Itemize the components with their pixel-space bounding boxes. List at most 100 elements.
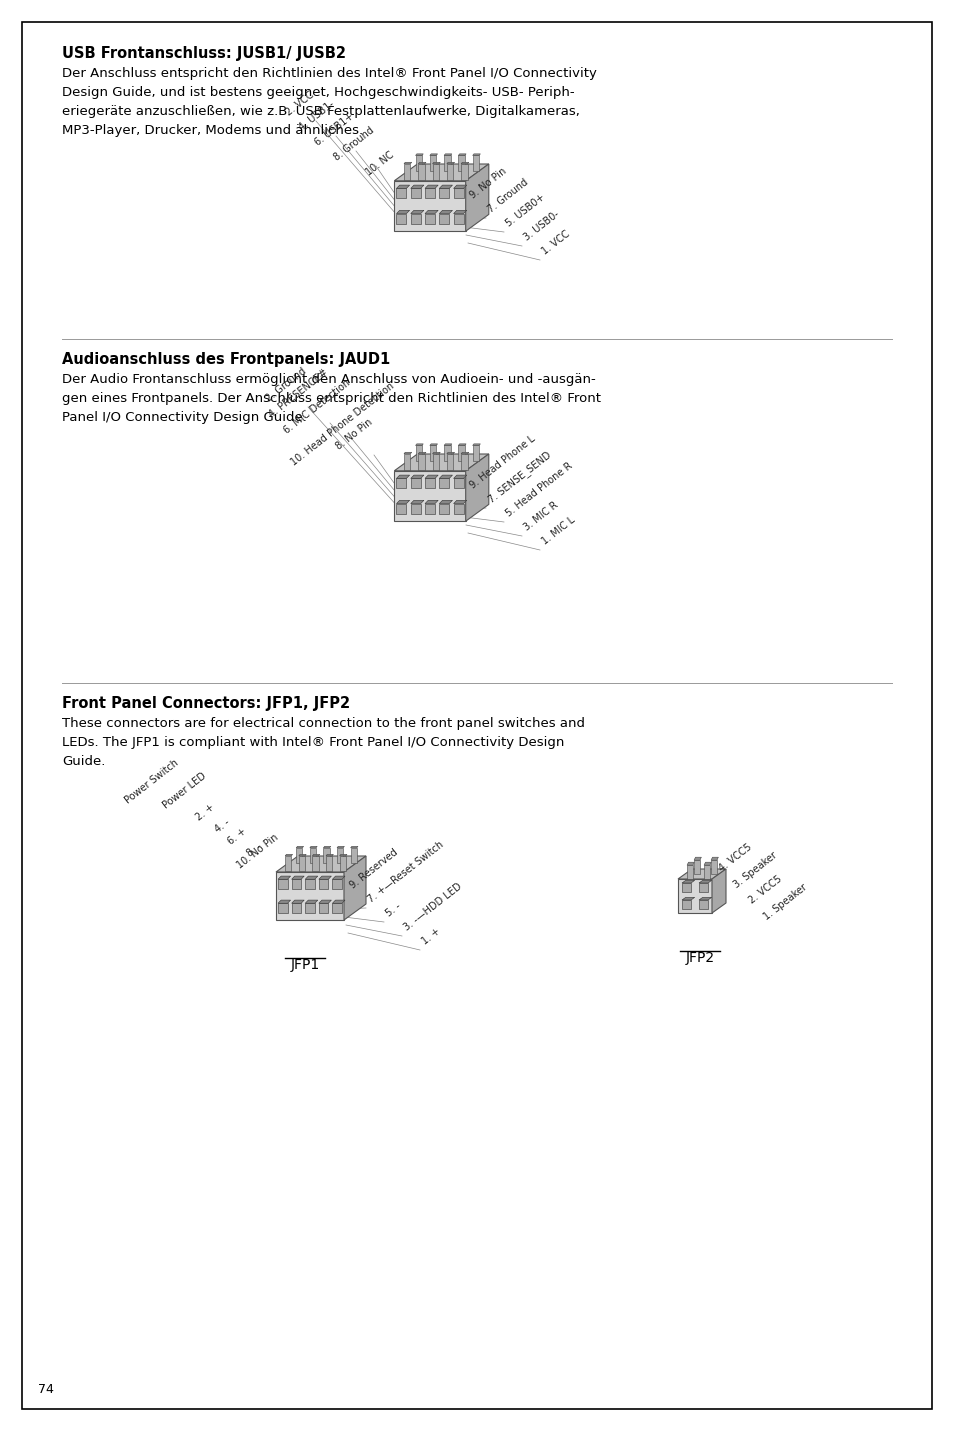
Polygon shape <box>305 876 317 879</box>
Polygon shape <box>394 471 465 521</box>
Polygon shape <box>310 847 315 863</box>
Polygon shape <box>310 846 316 847</box>
Polygon shape <box>332 876 345 879</box>
Text: These connectors are for electrical connection to the front panel switches and: These connectors are for electrical conn… <box>62 717 584 730</box>
Text: Panel I/O Connectivity Design Guide.: Panel I/O Connectivity Design Guide. <box>62 411 307 424</box>
Polygon shape <box>425 504 435 514</box>
Text: 8. Ground: 8. Ground <box>332 126 375 163</box>
Text: eriegeräte anzuschließen, wie z.B. USB Festplattenlaufwerke, Digitalkameras,: eriegeräte anzuschließen, wie z.B. USB F… <box>62 104 579 117</box>
Polygon shape <box>453 475 466 478</box>
Polygon shape <box>457 444 466 445</box>
Polygon shape <box>460 454 467 469</box>
Polygon shape <box>443 444 452 445</box>
Text: Power Switch: Power Switch <box>123 758 180 806</box>
Polygon shape <box>411 185 423 189</box>
Polygon shape <box>416 155 423 156</box>
Polygon shape <box>711 869 725 913</box>
Text: 1. +: 1. + <box>419 927 441 947</box>
Text: 7. Ground: 7. Ground <box>485 177 530 215</box>
Polygon shape <box>344 856 366 920</box>
Text: gen eines Frontpanels. Der Anschluss entspricht den Richtlinien des Intel® Front: gen eines Frontpanels. Der Anschluss ent… <box>62 392 600 405</box>
Polygon shape <box>460 452 468 454</box>
Polygon shape <box>453 189 463 199</box>
Polygon shape <box>396 189 406 199</box>
Text: 8. -: 8. - <box>245 841 264 859</box>
Text: 6. +: 6. + <box>226 827 248 847</box>
Polygon shape <box>332 903 341 913</box>
Polygon shape <box>417 162 426 163</box>
Polygon shape <box>694 860 700 874</box>
Text: 3. Speaker: 3. Speaker <box>731 850 779 890</box>
Text: 2. +: 2. + <box>193 803 215 823</box>
Polygon shape <box>681 900 690 909</box>
Polygon shape <box>396 501 409 504</box>
Polygon shape <box>295 846 303 847</box>
Polygon shape <box>312 854 319 856</box>
Text: 4. -: 4. - <box>213 817 232 836</box>
Polygon shape <box>686 866 692 879</box>
Polygon shape <box>326 854 333 856</box>
Polygon shape <box>277 876 291 879</box>
Polygon shape <box>438 189 449 199</box>
Polygon shape <box>460 162 468 163</box>
Polygon shape <box>416 156 421 172</box>
Polygon shape <box>277 900 291 903</box>
Polygon shape <box>681 883 690 892</box>
Polygon shape <box>465 454 488 521</box>
Polygon shape <box>443 156 450 172</box>
Polygon shape <box>425 189 435 199</box>
Polygon shape <box>699 897 711 900</box>
Text: 5. USB0+: 5. USB0+ <box>503 193 546 229</box>
Text: 2. Ground: 2. Ground <box>264 366 308 404</box>
Polygon shape <box>396 185 409 189</box>
Polygon shape <box>305 879 314 889</box>
Polygon shape <box>460 163 467 180</box>
Text: 9. No Pin: 9. No Pin <box>468 166 508 200</box>
Polygon shape <box>703 866 709 879</box>
Text: MP3-Player, Drucker, Modems und ähnliches.: MP3-Player, Drucker, Modems und ähnliche… <box>62 124 363 137</box>
Text: 1. MIC L: 1. MIC L <box>539 515 577 547</box>
Text: 7. SENSE_SEND: 7. SENSE_SEND <box>485 449 553 505</box>
Polygon shape <box>472 444 480 445</box>
Polygon shape <box>416 445 421 461</box>
Text: Audioanschluss des Frontpanels: JAUD1: Audioanschluss des Frontpanels: JAUD1 <box>62 352 390 366</box>
Polygon shape <box>699 900 707 909</box>
Polygon shape <box>438 213 449 223</box>
Polygon shape <box>336 846 344 847</box>
Text: 5. Head Phone R: 5. Head Phone R <box>503 461 574 519</box>
Polygon shape <box>678 869 725 879</box>
Polygon shape <box>411 475 423 478</box>
Text: JFP2: JFP2 <box>684 952 714 964</box>
Polygon shape <box>417 454 424 469</box>
Text: 9. Head Phone L: 9. Head Phone L <box>468 434 537 491</box>
Polygon shape <box>295 847 302 863</box>
Polygon shape <box>425 478 435 488</box>
Polygon shape <box>394 180 465 232</box>
Polygon shape <box>403 454 410 469</box>
Polygon shape <box>465 165 488 232</box>
Polygon shape <box>403 162 412 163</box>
Polygon shape <box>292 879 301 889</box>
Text: 4. VCC5: 4. VCC5 <box>717 843 753 874</box>
Polygon shape <box>432 452 440 454</box>
Polygon shape <box>396 504 406 514</box>
Polygon shape <box>681 880 694 883</box>
Polygon shape <box>710 860 716 874</box>
Polygon shape <box>425 501 437 504</box>
Polygon shape <box>453 501 466 504</box>
Text: 1. Speaker: 1. Speaker <box>761 881 808 922</box>
Polygon shape <box>699 883 707 892</box>
Polygon shape <box>453 210 466 213</box>
Polygon shape <box>394 165 488 180</box>
Polygon shape <box>432 162 440 163</box>
Polygon shape <box>396 478 406 488</box>
Polygon shape <box>425 185 437 189</box>
Polygon shape <box>305 903 314 913</box>
Polygon shape <box>472 445 478 461</box>
Text: Design Guide, und ist bestens geeignet, Hochgeschwindigkeits- USB- Periph-: Design Guide, und ist bestens geeignet, … <box>62 86 574 99</box>
Polygon shape <box>416 444 423 445</box>
Polygon shape <box>351 846 357 847</box>
Polygon shape <box>351 847 356 863</box>
Polygon shape <box>681 897 694 900</box>
Polygon shape <box>417 163 424 180</box>
